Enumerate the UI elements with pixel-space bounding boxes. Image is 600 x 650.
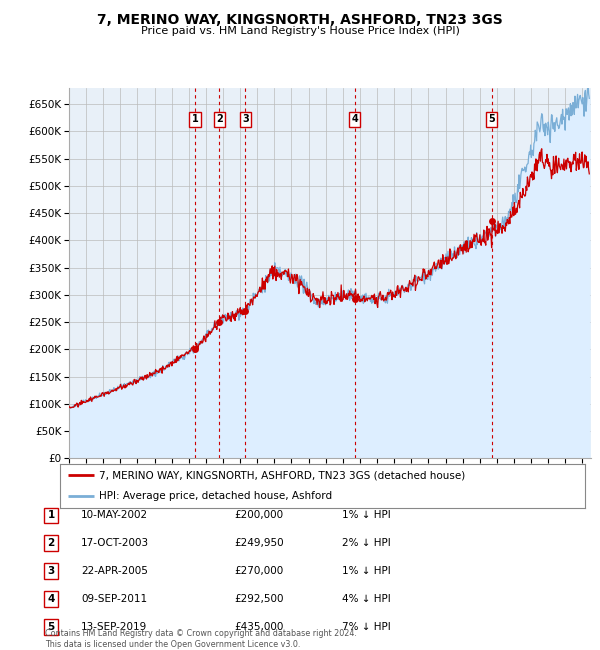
Text: 5: 5 (488, 114, 495, 124)
Text: £435,000: £435,000 (234, 622, 283, 632)
Text: 13-SEP-2019: 13-SEP-2019 (81, 622, 147, 632)
Text: 3: 3 (47, 566, 55, 577)
Text: 4% ↓ HPI: 4% ↓ HPI (342, 594, 391, 604)
Text: 5: 5 (47, 622, 55, 632)
Text: 1: 1 (47, 510, 55, 521)
Text: 10-MAY-2002: 10-MAY-2002 (81, 510, 148, 521)
Text: 17-OCT-2003: 17-OCT-2003 (81, 538, 149, 549)
Text: Contains HM Land Registry data © Crown copyright and database right 2024.
This d: Contains HM Land Registry data © Crown c… (45, 629, 357, 649)
Text: HPI: Average price, detached house, Ashford: HPI: Average price, detached house, Ashf… (100, 491, 332, 501)
Text: 2: 2 (216, 114, 223, 124)
Text: 7, MERINO WAY, KINGSNORTH, ASHFORD, TN23 3GS (detached house): 7, MERINO WAY, KINGSNORTH, ASHFORD, TN23… (100, 470, 466, 480)
Text: 4: 4 (47, 594, 55, 604)
Text: 2: 2 (47, 538, 55, 549)
Text: 4: 4 (351, 114, 358, 124)
Text: 2% ↓ HPI: 2% ↓ HPI (342, 538, 391, 549)
Text: 3: 3 (242, 114, 249, 124)
Text: Price paid vs. HM Land Registry's House Price Index (HPI): Price paid vs. HM Land Registry's House … (140, 26, 460, 36)
Text: 1% ↓ HPI: 1% ↓ HPI (342, 510, 391, 521)
Text: 1% ↓ HPI: 1% ↓ HPI (342, 566, 391, 577)
Text: £292,500: £292,500 (234, 594, 284, 604)
Text: 1: 1 (191, 114, 199, 124)
Text: 22-APR-2005: 22-APR-2005 (81, 566, 148, 577)
Text: £249,950: £249,950 (234, 538, 284, 549)
Text: £200,000: £200,000 (234, 510, 283, 521)
Text: 09-SEP-2011: 09-SEP-2011 (81, 594, 147, 604)
Text: 7% ↓ HPI: 7% ↓ HPI (342, 622, 391, 632)
Text: 7, MERINO WAY, KINGSNORTH, ASHFORD, TN23 3GS: 7, MERINO WAY, KINGSNORTH, ASHFORD, TN23… (97, 13, 503, 27)
Text: £270,000: £270,000 (234, 566, 283, 577)
